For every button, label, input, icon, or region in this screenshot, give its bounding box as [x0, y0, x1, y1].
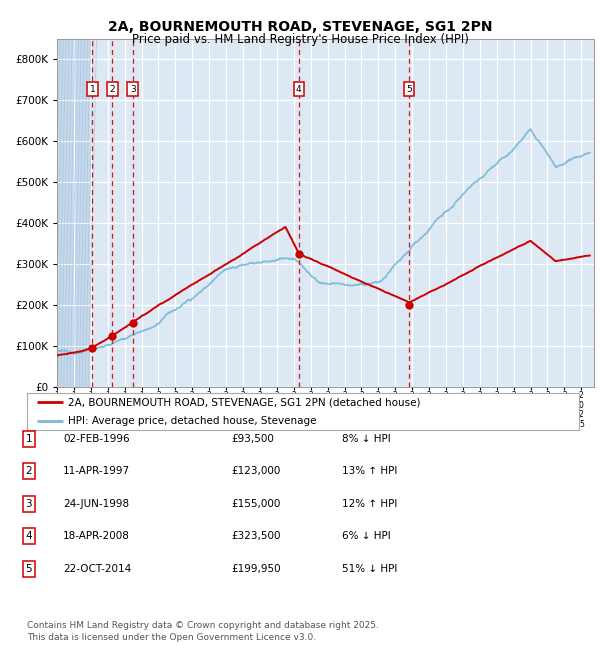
Text: £199,950: £199,950 — [231, 564, 281, 574]
Text: 1: 1 — [25, 434, 32, 444]
Text: £323,500: £323,500 — [231, 531, 281, 541]
Text: 12% ↑ HPI: 12% ↑ HPI — [342, 499, 397, 509]
Text: 2: 2 — [110, 85, 115, 94]
Text: 6% ↓ HPI: 6% ↓ HPI — [342, 531, 391, 541]
Text: 4: 4 — [25, 531, 32, 541]
Text: 5: 5 — [406, 85, 412, 94]
Text: 5: 5 — [25, 564, 32, 574]
Text: 02-FEB-1996: 02-FEB-1996 — [63, 434, 130, 444]
Text: 3: 3 — [25, 499, 32, 509]
Text: 4: 4 — [296, 85, 302, 94]
Text: 22-OCT-2014: 22-OCT-2014 — [63, 564, 131, 574]
Text: £155,000: £155,000 — [231, 499, 280, 509]
Text: 24-JUN-1998: 24-JUN-1998 — [63, 499, 129, 509]
Text: 2A, BOURNEMOUTH ROAD, STEVENAGE, SG1 2PN: 2A, BOURNEMOUTH ROAD, STEVENAGE, SG1 2PN — [108, 20, 492, 34]
Text: Contains HM Land Registry data © Crown copyright and database right 2025.
This d: Contains HM Land Registry data © Crown c… — [27, 621, 379, 642]
Text: Price paid vs. HM Land Registry's House Price Index (HPI): Price paid vs. HM Land Registry's House … — [131, 32, 469, 46]
Text: £93,500: £93,500 — [231, 434, 274, 444]
Text: 18-APR-2008: 18-APR-2008 — [63, 531, 130, 541]
Text: 11-APR-1997: 11-APR-1997 — [63, 466, 130, 476]
Bar — [57, 39, 90, 387]
Text: 51% ↓ HPI: 51% ↓ HPI — [342, 564, 397, 574]
Text: 1: 1 — [89, 85, 95, 94]
Text: 8% ↓ HPI: 8% ↓ HPI — [342, 434, 391, 444]
Text: 3: 3 — [130, 85, 136, 94]
Text: HPI: Average price, detached house, Stevenage: HPI: Average price, detached house, Stev… — [68, 416, 317, 426]
Text: 13% ↑ HPI: 13% ↑ HPI — [342, 466, 397, 476]
Text: 2A, BOURNEMOUTH ROAD, STEVENAGE, SG1 2PN (detached house): 2A, BOURNEMOUTH ROAD, STEVENAGE, SG1 2PN… — [68, 397, 421, 407]
Text: 2: 2 — [25, 466, 32, 476]
Text: £123,000: £123,000 — [231, 466, 280, 476]
